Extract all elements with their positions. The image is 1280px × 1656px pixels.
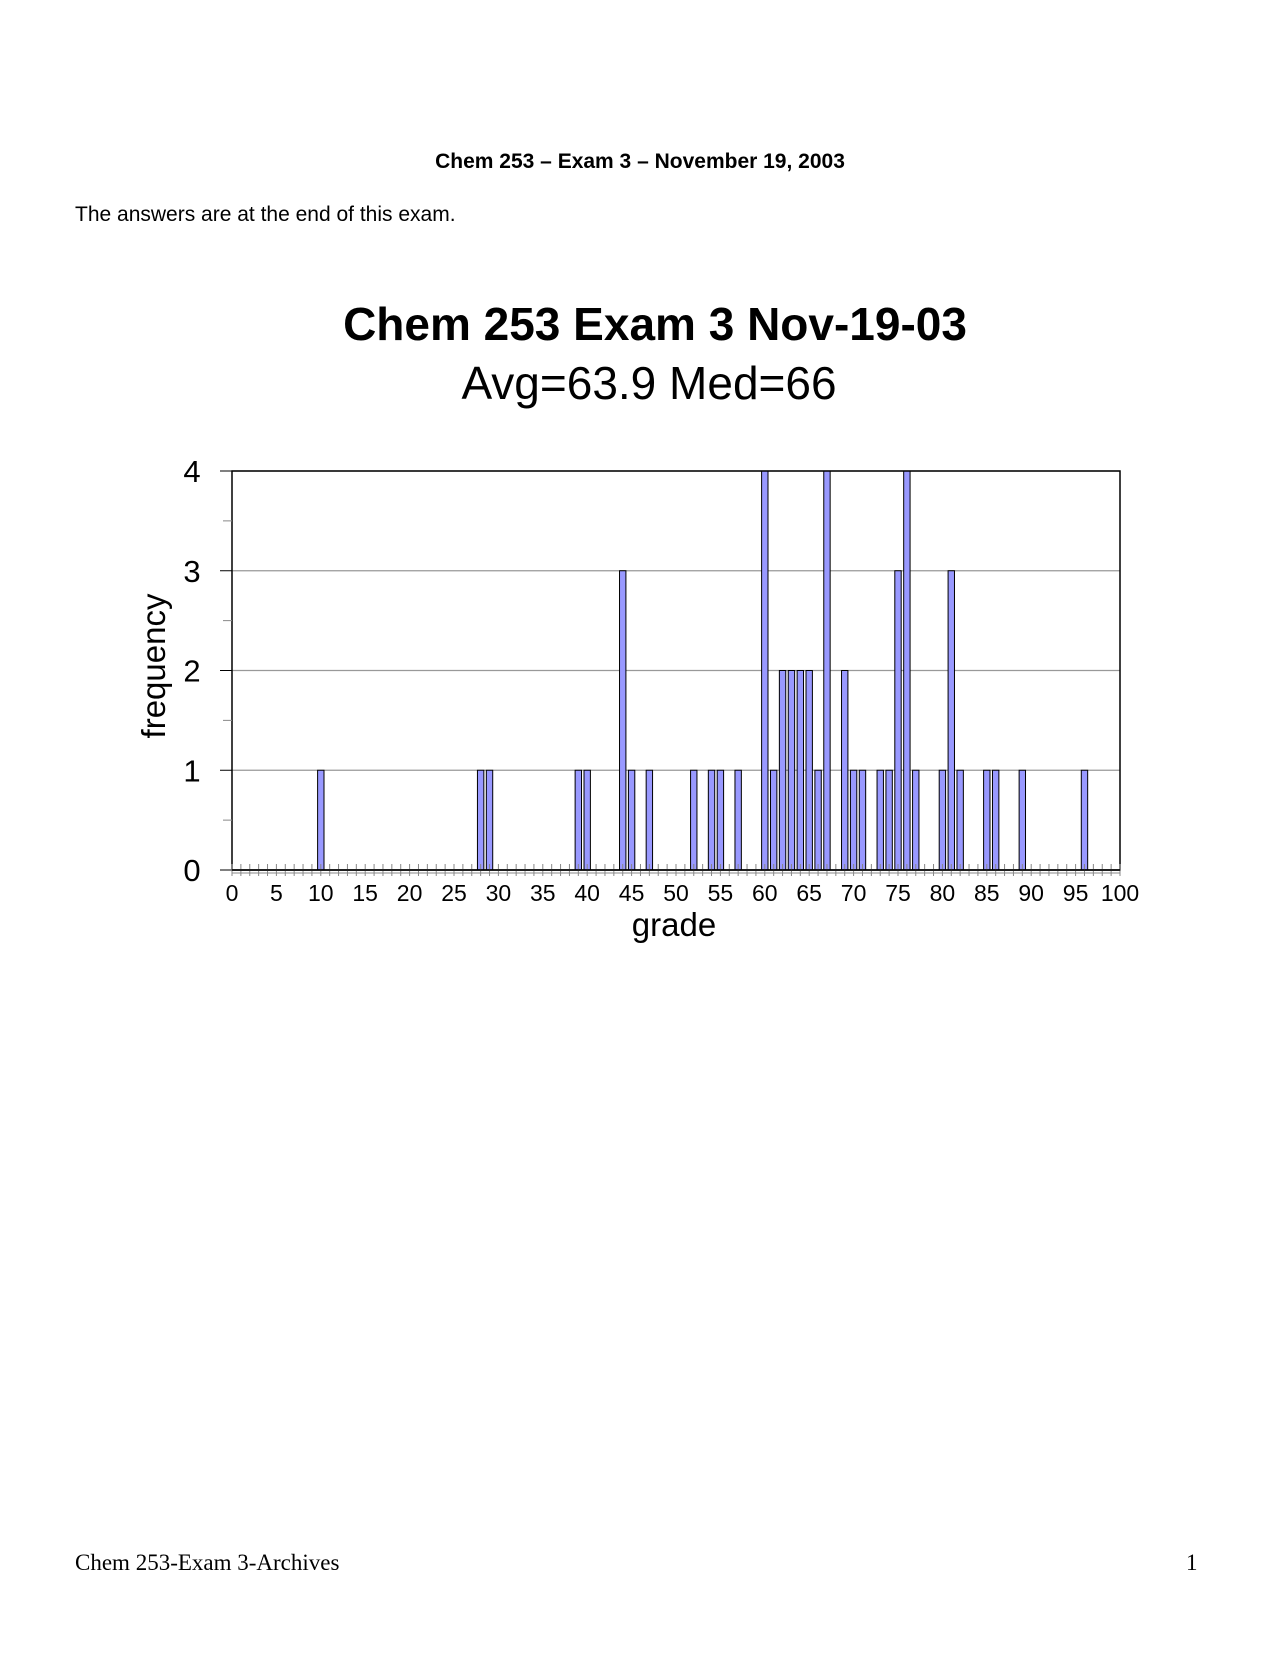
bar [903, 470, 911, 871]
page-number: 1 [1186, 1550, 1198, 1575]
bar [956, 769, 964, 871]
x-tick-label: 75 [885, 880, 911, 906]
x-tick-label: 40 [574, 880, 600, 906]
x-tick-label: 60 [752, 880, 778, 906]
bar [707, 769, 716, 871]
x-tick-label: 45 [619, 880, 645, 906]
bar [645, 769, 654, 871]
y-tick-label: 2 [183, 654, 200, 689]
bar [858, 769, 867, 871]
bar [317, 769, 325, 871]
bar [912, 769, 920, 871]
bar [991, 769, 1000, 871]
histogram-chart: 0 5 10 15 20 25 30 35 40 45 50 55 60 65 70 75 80 85 90 95 10… [135, 454, 1139, 943]
y-tick-label: 4 [183, 454, 200, 489]
bar [627, 769, 636, 871]
bar [849, 769, 858, 871]
x-axis-title: grade [632, 906, 716, 943]
x-tick-label: 65 [796, 880, 822, 906]
x-tick-label: 5 [270, 880, 283, 906]
chart-title: Chem 253 Exam 3 Nov-19-03 [343, 298, 967, 350]
y-tick-label: 0 [183, 853, 200, 888]
bar [690, 769, 698, 871]
x-tick-label: 25 [441, 880, 467, 906]
bar [805, 670, 813, 871]
y-tick-label: 3 [183, 554, 200, 589]
page-header-title: Chem 253 – Exam 3 – November 19, 2003 [435, 150, 845, 173]
x-tick-label: 55 [708, 880, 734, 906]
bar [769, 769, 778, 871]
x-tick-label: 80 [930, 880, 956, 906]
bar [583, 769, 591, 871]
bar [1080, 769, 1089, 871]
x-tick-label: 35 [530, 880, 556, 906]
bar [485, 769, 494, 871]
x-tick-label: 70 [841, 880, 867, 906]
bar [787, 670, 796, 871]
x-tick-label: 10 [308, 880, 334, 906]
bar [814, 769, 822, 871]
x-tick-label: 50 [663, 880, 689, 906]
bar [476, 769, 485, 871]
bars [317, 470, 1089, 871]
footer-course-label: Chem 253-Exam 3-Archives [75, 1550, 340, 1575]
chart-subtitle: Avg=63.9 Med=66 [461, 357, 837, 409]
x-tick-label: 20 [397, 880, 423, 906]
x-tick-label: 90 [1018, 880, 1044, 906]
bar [885, 769, 893, 871]
x-tick-label: 15 [352, 880, 378, 906]
x-tick-label: 95 [1063, 880, 1089, 906]
x-tick-label: 30 [486, 880, 512, 906]
bar [841, 670, 849, 871]
axis-labels: 0 5 10 15 20 25 30 35 40 45 50 55 60 65 70 75 80 85 90 95 10… [135, 454, 1139, 943]
bar [947, 570, 955, 871]
bar [778, 670, 787, 871]
bar [796, 670, 805, 871]
axes [220, 470, 1121, 876]
intro-text: The answers are at the end of this exam. [75, 203, 456, 226]
bar [761, 470, 769, 871]
y-axis-title: frequency [135, 593, 172, 738]
bar [983, 769, 991, 871]
x-tick-label: 0 [226, 880, 239, 906]
bar [894, 570, 902, 871]
bar [938, 769, 947, 871]
bar [734, 769, 742, 871]
gridlines [232, 470, 1120, 771]
x-tick-label: 85 [974, 880, 1000, 906]
bar [619, 570, 627, 871]
y-tick-label: 1 [183, 753, 200, 788]
bar [574, 769, 583, 871]
bar [823, 470, 831, 871]
x-tick-label: 100 [1101, 880, 1139, 906]
bar [876, 769, 884, 871]
bar [1018, 769, 1027, 871]
bar [716, 769, 725, 871]
